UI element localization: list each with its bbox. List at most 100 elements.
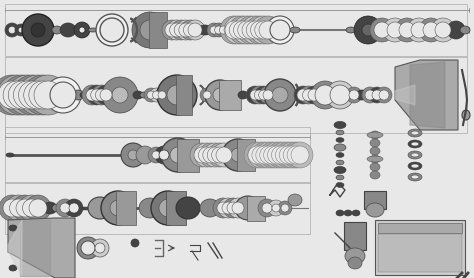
Ellipse shape: [290, 27, 300, 33]
Ellipse shape: [336, 153, 344, 157]
Ellipse shape: [370, 147, 380, 155]
Ellipse shape: [233, 16, 261, 44]
Ellipse shape: [144, 88, 158, 102]
Ellipse shape: [170, 23, 183, 37]
Ellipse shape: [16, 199, 34, 217]
Ellipse shape: [252, 142, 278, 168]
Ellipse shape: [279, 142, 305, 168]
Ellipse shape: [6, 153, 14, 157]
Ellipse shape: [9, 265, 17, 271]
Ellipse shape: [74, 22, 90, 38]
Ellipse shape: [77, 237, 99, 259]
Ellipse shape: [194, 147, 210, 163]
Ellipse shape: [376, 87, 392, 103]
Ellipse shape: [287, 146, 305, 164]
Ellipse shape: [28, 75, 68, 115]
Ellipse shape: [162, 20, 182, 40]
Ellipse shape: [65, 199, 83, 217]
Ellipse shape: [407, 18, 431, 42]
Ellipse shape: [22, 199, 40, 217]
Ellipse shape: [408, 140, 422, 148]
Ellipse shape: [370, 155, 380, 163]
Ellipse shape: [288, 194, 302, 206]
Ellipse shape: [228, 198, 248, 218]
Ellipse shape: [179, 23, 193, 37]
Ellipse shape: [336, 138, 344, 142]
Ellipse shape: [18, 81, 46, 109]
Ellipse shape: [272, 146, 290, 164]
Ellipse shape: [213, 198, 233, 218]
Ellipse shape: [95, 243, 105, 253]
Ellipse shape: [369, 87, 385, 103]
Ellipse shape: [212, 143, 236, 167]
Ellipse shape: [12, 195, 38, 221]
Ellipse shape: [349, 90, 359, 100]
Ellipse shape: [19, 28, 23, 32]
Ellipse shape: [219, 26, 228, 34]
Ellipse shape: [23, 75, 63, 115]
Bar: [364, 191, 386, 209]
Ellipse shape: [336, 130, 344, 135]
Ellipse shape: [248, 146, 266, 164]
Ellipse shape: [435, 22, 451, 38]
Ellipse shape: [60, 92, 66, 98]
Ellipse shape: [224, 26, 232, 34]
Ellipse shape: [190, 143, 214, 167]
Ellipse shape: [302, 89, 315, 101]
Ellipse shape: [96, 14, 128, 46]
Ellipse shape: [222, 139, 254, 171]
Ellipse shape: [43, 202, 57, 214]
Ellipse shape: [267, 146, 285, 164]
Ellipse shape: [259, 21, 277, 39]
Ellipse shape: [279, 146, 297, 164]
Ellipse shape: [159, 150, 169, 160]
Ellipse shape: [9, 225, 17, 231]
Ellipse shape: [271, 142, 297, 168]
Ellipse shape: [8, 75, 47, 115]
Ellipse shape: [6, 195, 31, 221]
Ellipse shape: [91, 239, 109, 257]
Ellipse shape: [250, 90, 260, 100]
Ellipse shape: [80, 92, 88, 98]
Ellipse shape: [270, 20, 290, 40]
Ellipse shape: [112, 87, 128, 103]
Ellipse shape: [8, 81, 36, 109]
Ellipse shape: [297, 89, 309, 101]
Ellipse shape: [334, 144, 346, 151]
Ellipse shape: [462, 110, 470, 120]
Ellipse shape: [411, 164, 419, 168]
Ellipse shape: [188, 23, 202, 37]
Ellipse shape: [334, 167, 346, 173]
Ellipse shape: [336, 160, 344, 165]
Ellipse shape: [153, 91, 161, 99]
Ellipse shape: [205, 80, 235, 110]
Ellipse shape: [235, 196, 261, 220]
Ellipse shape: [346, 27, 356, 33]
Ellipse shape: [255, 21, 273, 39]
Ellipse shape: [311, 81, 339, 109]
Ellipse shape: [366, 203, 384, 217]
Bar: [219, 80, 241, 110]
Ellipse shape: [2, 75, 42, 115]
Ellipse shape: [411, 142, 419, 146]
Ellipse shape: [294, 86, 312, 104]
Ellipse shape: [254, 16, 282, 44]
Ellipse shape: [132, 12, 168, 48]
Ellipse shape: [411, 175, 419, 179]
Ellipse shape: [259, 90, 269, 100]
Ellipse shape: [203, 147, 219, 163]
Ellipse shape: [352, 210, 360, 216]
Ellipse shape: [260, 142, 286, 168]
Ellipse shape: [408, 173, 422, 181]
Ellipse shape: [128, 150, 138, 160]
Ellipse shape: [362, 24, 374, 36]
Ellipse shape: [211, 147, 228, 163]
Ellipse shape: [131, 239, 139, 247]
Ellipse shape: [56, 199, 74, 217]
Ellipse shape: [52, 26, 62, 34]
Bar: [177, 138, 199, 172]
Ellipse shape: [79, 27, 85, 33]
Ellipse shape: [431, 18, 455, 42]
Ellipse shape: [334, 121, 346, 129]
Ellipse shape: [88, 197, 112, 219]
